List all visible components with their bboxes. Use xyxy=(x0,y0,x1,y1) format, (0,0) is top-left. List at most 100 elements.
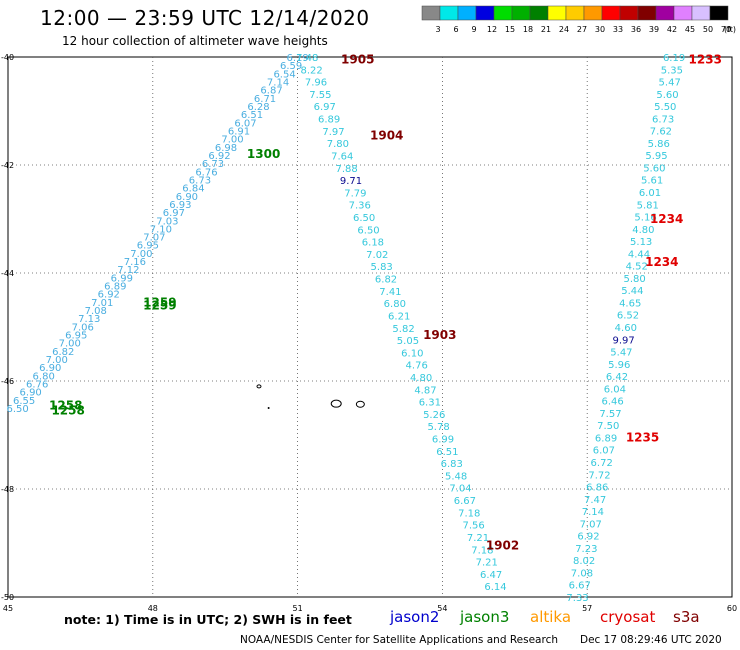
wave-height-value: 7.48 xyxy=(296,53,318,64)
wave-height-value: 8.22 xyxy=(300,65,322,76)
pass-time-label: 1234 xyxy=(650,212,683,226)
lat-tick-label: -50 xyxy=(1,593,14,602)
wave-height-value: 6.07 xyxy=(593,446,615,457)
wave-height-value: 6.89 xyxy=(318,115,340,126)
satellite-jason3: jason3 xyxy=(460,608,510,626)
wave-height-value: 6.54 xyxy=(273,69,295,80)
legend-label: 3 xyxy=(435,25,440,34)
island xyxy=(256,384,262,389)
wave-height-value: 5.48 xyxy=(445,471,467,482)
lat-tick-label: -42 xyxy=(1,161,14,170)
wave-height-value: 6.95 xyxy=(65,331,87,342)
wave-height-value: 4.87 xyxy=(414,385,436,396)
wave-height-value: 6.80 xyxy=(384,299,406,310)
wave-height-value: 6.14 xyxy=(484,582,506,593)
wave-height-value: 6.97 xyxy=(314,102,336,113)
wave-height-value: 7.23 xyxy=(575,544,597,555)
wave-height-value: 6.89 xyxy=(595,433,617,444)
pass-time-label: 1300 xyxy=(247,147,280,161)
wave-height-value: 6.92 xyxy=(98,290,120,301)
wave-height-value: 5.80 xyxy=(623,274,645,285)
wave-height-value: 6.50 xyxy=(353,213,375,224)
wave-height-value: 9.97 xyxy=(612,335,634,346)
wave-height-value: 7.88 xyxy=(336,164,358,175)
lat-tick-label: -44 xyxy=(1,269,14,278)
wave-height-value: 6.93 xyxy=(169,200,191,211)
wave-height-value: 5.50 xyxy=(654,102,676,113)
wave-height-value: 6.90 xyxy=(176,192,198,203)
wave-height-value: 6.19 xyxy=(663,53,685,64)
wave-height-value: 6.95 xyxy=(137,241,159,252)
wave-height-value: 7.12 xyxy=(117,265,139,276)
island xyxy=(267,407,270,409)
altimeter-map: 45 48 51 54 57 60-40-42-44-46-48-506.196.596.… xyxy=(1,53,737,612)
wave-height-value: 7.57 xyxy=(599,409,621,420)
footer-credit: NOAA/NESDIS Center for Satellite Applica… xyxy=(240,634,558,646)
legend-label: 24 xyxy=(559,25,569,34)
wave-height-value: 7.16 xyxy=(124,257,146,268)
wave-height-value: 6.52 xyxy=(617,311,639,322)
legend-label: 15 xyxy=(505,25,515,34)
wave-height-value: 6.99 xyxy=(432,435,454,446)
footer-note: note: 1) Time is in UTC; 2) SWH is in fe… xyxy=(64,612,352,627)
legend-label: 39 xyxy=(649,25,659,34)
wave-height-value: 6.71 xyxy=(254,94,276,105)
pass-time-label: 1235 xyxy=(626,431,659,445)
wave-height-value: 6.73 xyxy=(189,175,211,186)
wave-height-value: 6.72 xyxy=(591,458,613,469)
wave-height-value: 6.31 xyxy=(419,398,441,409)
wave-height-value: 6.92 xyxy=(208,151,230,162)
wave-height-value: 7.50 xyxy=(597,421,619,432)
wave-height-value: 6.83 xyxy=(441,459,463,470)
satellite-altika: altika xyxy=(530,608,572,626)
satellite-s3a: s3a xyxy=(673,608,700,626)
legend-label: 9 xyxy=(471,25,476,34)
wave-height-value: 7.14 xyxy=(267,77,289,88)
wave-height-value: 7.08 xyxy=(85,306,107,317)
wave-height-value: 6.50 xyxy=(7,404,29,415)
legend-label: 27 xyxy=(577,25,587,34)
page-subtitle: 12 hour collection of altimeter wave hei… xyxy=(62,34,328,48)
legend-label: 42 xyxy=(667,25,677,34)
pass-time-label: 1259 xyxy=(143,298,176,312)
wave-height-value: 5.86 xyxy=(648,139,670,150)
wave-height-value: 7.10 xyxy=(150,224,172,235)
wave-height-value: 5.61 xyxy=(641,176,663,187)
wave-height-value: 6.84 xyxy=(182,184,204,195)
lon-tick-label: 54 xyxy=(437,604,447,612)
lat-tick-label: -46 xyxy=(1,377,14,386)
pass-time-label: 1905 xyxy=(341,53,374,67)
wave-height-value: 7.41 xyxy=(379,287,401,298)
wave-height-value: 4.52 xyxy=(626,262,648,273)
wave-height-value: 7.08 xyxy=(571,568,593,579)
wave-height-value: 6.42 xyxy=(606,372,628,383)
pass-time-label: 1258 xyxy=(51,404,84,418)
pass-time-label: 1902 xyxy=(486,539,519,553)
wave-height-value: 7.36 xyxy=(349,201,371,212)
wave-height-value: 6.28 xyxy=(247,102,269,113)
wave-height-value: 7.21 xyxy=(476,558,498,569)
wave-height-value: 4.44 xyxy=(628,249,650,260)
legend-label: 6 xyxy=(453,25,458,34)
wave-height-value: 6.90 xyxy=(20,388,42,399)
wave-height-value: 5.35 xyxy=(661,65,683,76)
wave-height-value: 6.46 xyxy=(602,397,624,408)
wave-height-value: 4.80 xyxy=(632,225,654,236)
wave-height-value: 6.51 xyxy=(436,447,458,458)
wave-height-value: 5.78 xyxy=(427,422,449,433)
wave-height-value: 6.80 xyxy=(33,371,55,382)
pass-time-label: 1234 xyxy=(645,255,678,269)
wave-height-value: 7.01 xyxy=(91,298,113,309)
wave-height-value: 7.00 xyxy=(46,355,68,366)
wave-height-value: 7.97 xyxy=(322,127,344,138)
wave-height-value: 5.83 xyxy=(371,262,393,273)
lon-tick-label: 57 xyxy=(582,604,592,612)
wave-height-value: 5.60 xyxy=(643,163,665,174)
wave-height-value: 7.04 xyxy=(449,484,471,495)
wave-height-value: 7.00 xyxy=(130,249,152,260)
wave-height-value: 6.04 xyxy=(604,384,626,395)
legend-label: 18 xyxy=(523,25,533,34)
satellite-jason2: jason2 xyxy=(390,608,440,626)
wave-height-value: 4.76 xyxy=(406,361,428,372)
wave-height-value: 8.02 xyxy=(573,556,595,567)
